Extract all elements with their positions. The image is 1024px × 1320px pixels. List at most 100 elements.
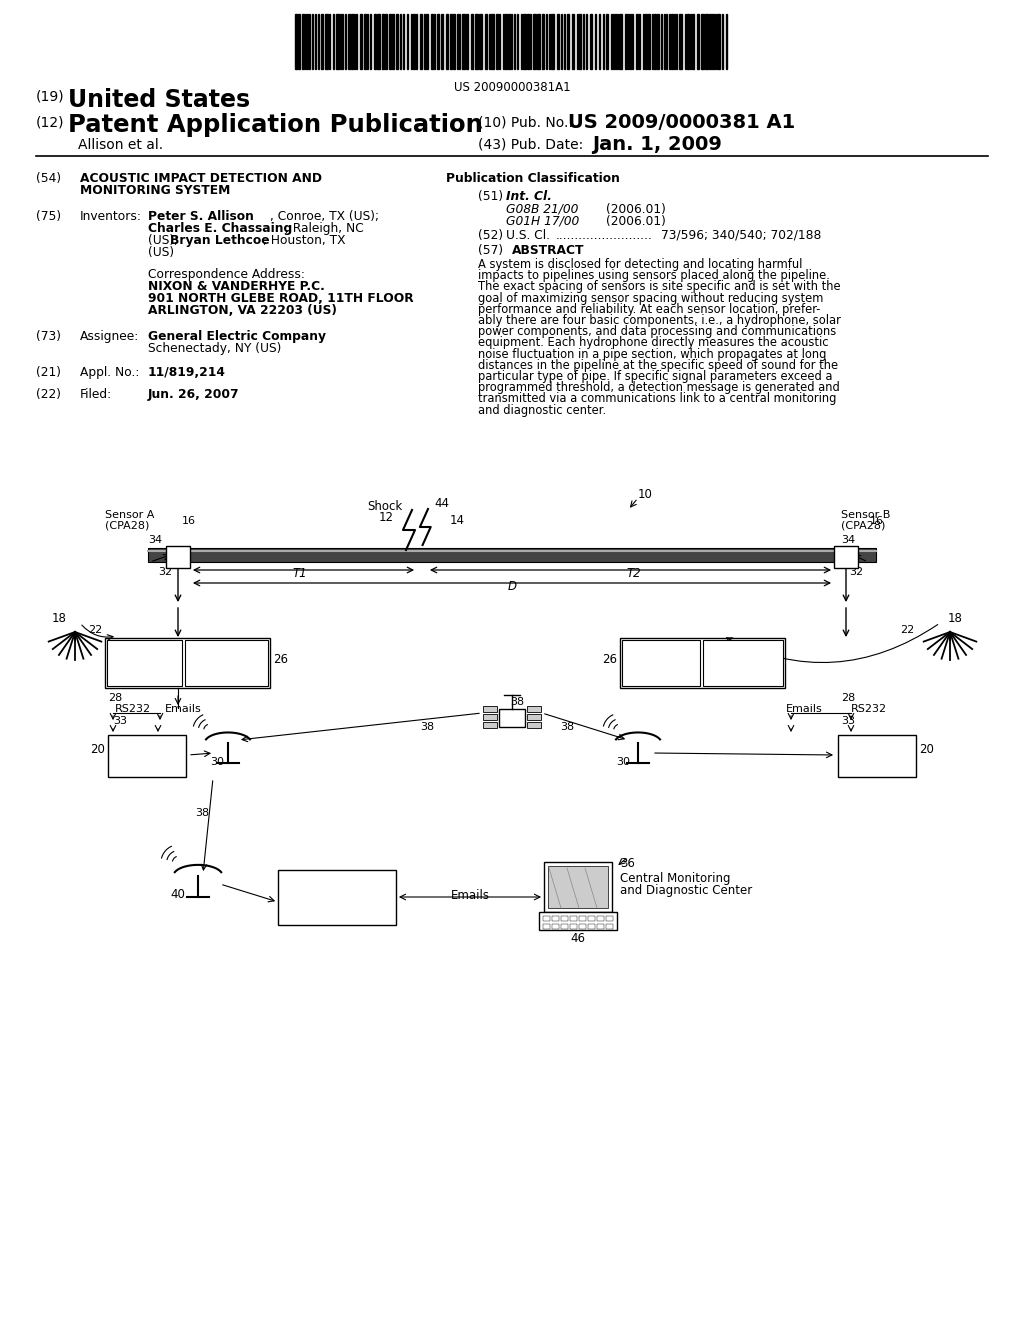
- Text: 22: 22: [900, 624, 914, 635]
- Text: (52): (52): [478, 228, 503, 242]
- Bar: [692, 15, 694, 69]
- Text: transmitted via a communications link to a central monitoring: transmitted via a communications link to…: [478, 392, 837, 405]
- Bar: [185, 640, 268, 686]
- Text: Processing: Processing: [632, 660, 690, 671]
- Text: 901 NORTH GLEBE ROAD, 11TH FLOOR: 901 NORTH GLEBE ROAD, 11TH FLOOR: [148, 292, 414, 305]
- Bar: [382, 15, 384, 69]
- Text: T2: T2: [627, 568, 641, 579]
- Text: (22): (22): [36, 388, 61, 401]
- Text: Signal: Signal: [644, 649, 678, 660]
- Text: 38: 38: [560, 722, 574, 733]
- Bar: [590, 15, 592, 69]
- Text: (US);: (US);: [148, 234, 182, 247]
- Text: (2006.01): (2006.01): [606, 203, 666, 216]
- Bar: [527, 722, 541, 729]
- Bar: [336, 15, 339, 69]
- Bar: [475, 15, 478, 69]
- Bar: [364, 15, 366, 69]
- Bar: [712, 15, 714, 69]
- Text: U.S. Cl.: U.S. Cl.: [506, 228, 550, 242]
- Bar: [527, 714, 541, 719]
- Text: impacts to pipelines using sensors placed along the pipeline.: impacts to pipelines using sensors place…: [478, 269, 829, 282]
- Text: Patent Application Publication: Patent Application Publication: [68, 114, 483, 137]
- Bar: [557, 15, 559, 69]
- Bar: [654, 15, 656, 69]
- Bar: [446, 15, 449, 69]
- Bar: [483, 722, 497, 729]
- Text: (75): (75): [36, 210, 61, 223]
- Text: Charles E. Chassaing: Charles E. Chassaing: [148, 222, 292, 235]
- Text: MONITORING SYSTEM: MONITORING SYSTEM: [80, 183, 230, 197]
- Text: Inventors:: Inventors:: [80, 210, 142, 223]
- Text: power components, and data processing and communications: power components, and data processing an…: [478, 325, 837, 338]
- Text: , Conroe, TX (US);: , Conroe, TX (US);: [270, 210, 379, 223]
- Bar: [426, 15, 428, 69]
- Bar: [479, 15, 482, 69]
- Bar: [496, 15, 498, 69]
- Bar: [537, 15, 540, 69]
- Bar: [351, 15, 353, 69]
- Bar: [703, 640, 783, 686]
- Text: Emails: Emails: [786, 704, 822, 714]
- Bar: [108, 735, 186, 777]
- Bar: [622, 640, 700, 686]
- Bar: [462, 15, 465, 69]
- Text: programmed threshold, a detection message is generated and: programmed threshold, a detection messag…: [478, 381, 840, 395]
- Bar: [618, 15, 622, 69]
- Text: 26: 26: [602, 653, 617, 667]
- Bar: [483, 714, 497, 719]
- Text: US 20090000381A1: US 20090000381A1: [454, 81, 570, 94]
- Text: 44: 44: [434, 498, 449, 510]
- Bar: [431, 15, 433, 69]
- Bar: [396, 15, 398, 69]
- Text: (19): (19): [36, 90, 65, 104]
- Text: Supply: Supply: [724, 664, 762, 675]
- Text: Signal: Signal: [209, 649, 243, 660]
- Text: General Electric Company: General Electric Company: [148, 330, 326, 343]
- Bar: [377, 15, 380, 69]
- Text: 33: 33: [113, 715, 127, 726]
- Bar: [471, 15, 473, 69]
- Bar: [606, 916, 613, 921]
- Text: ABSTRACT: ABSTRACT: [512, 244, 585, 257]
- Text: Filed:: Filed:: [80, 388, 112, 401]
- Bar: [552, 924, 559, 929]
- Bar: [579, 15, 581, 69]
- Text: T1: T1: [293, 568, 307, 579]
- Text: D: D: [508, 579, 516, 593]
- Text: Central Monitoring: Central Monitoring: [620, 873, 730, 884]
- Text: 16: 16: [870, 516, 884, 525]
- Bar: [597, 916, 604, 921]
- Bar: [539, 912, 617, 931]
- Text: G08B 21/00: G08B 21/00: [506, 203, 579, 216]
- Text: 11/819,214: 11/819,214: [148, 366, 226, 379]
- Bar: [295, 15, 297, 69]
- Text: goal of maximizing sensor spacing without reducing system: goal of maximizing sensor spacing withou…: [478, 292, 823, 305]
- Bar: [588, 916, 595, 921]
- Text: (51): (51): [478, 190, 503, 203]
- Text: 32: 32: [849, 568, 863, 577]
- Bar: [570, 916, 577, 921]
- Text: Peter S. Allison: Peter S. Allison: [148, 210, 254, 223]
- Text: 18: 18: [52, 612, 67, 624]
- Text: performance and reliability. At each sensor location, prefer-: performance and reliability. At each sen…: [478, 302, 820, 315]
- Bar: [392, 15, 394, 69]
- Text: 46: 46: [570, 932, 585, 945]
- Text: Jan. 1, 2009: Jan. 1, 2009: [592, 135, 722, 154]
- Bar: [551, 15, 554, 69]
- Text: A system is disclosed for detecting and locating harmful: A system is disclosed for detecting and …: [478, 257, 803, 271]
- Bar: [325, 15, 328, 69]
- Text: Unit: Unit: [650, 671, 672, 680]
- Bar: [705, 15, 708, 69]
- Text: The exact spacing of sensors is site specific and is set with the: The exact spacing of sensors is site spe…: [478, 280, 841, 293]
- Text: (CPA28): (CPA28): [841, 520, 886, 531]
- Bar: [374, 15, 376, 69]
- Bar: [385, 15, 387, 69]
- Text: (21): (21): [36, 366, 61, 379]
- Bar: [579, 916, 586, 921]
- Bar: [105, 638, 270, 688]
- Bar: [709, 15, 711, 69]
- Bar: [527, 706, 541, 711]
- Text: ORBCOMM: ORBCOMM: [303, 882, 371, 895]
- Bar: [499, 709, 525, 727]
